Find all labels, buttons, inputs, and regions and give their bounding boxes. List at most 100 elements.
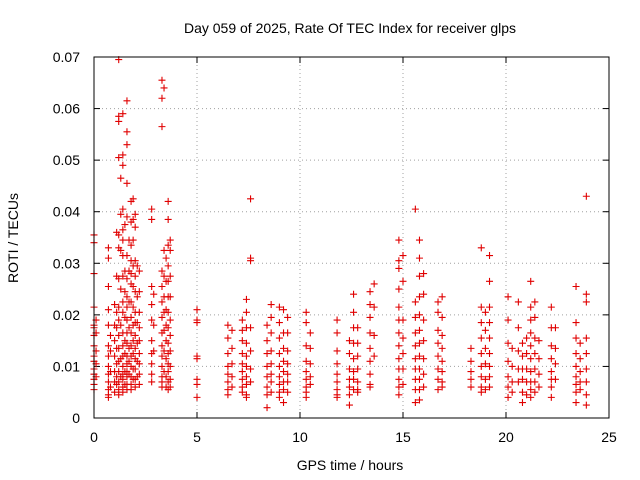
data-point (523, 365, 531, 373)
data-point (115, 344, 123, 352)
data-point (104, 352, 112, 360)
data-point (238, 360, 246, 368)
data-point (333, 329, 341, 337)
data-point (514, 324, 522, 332)
data-point (123, 275, 131, 283)
data-point (411, 399, 419, 407)
x-tick-label: 5 (193, 429, 201, 445)
data-point (467, 344, 475, 352)
data-point (345, 391, 353, 399)
data-point (166, 347, 174, 355)
data-point (481, 344, 489, 352)
data-point (576, 378, 584, 386)
data-point (267, 347, 275, 355)
data-point (115, 368, 123, 376)
data-point (345, 365, 353, 373)
data-point (504, 373, 512, 381)
data-point (572, 388, 580, 396)
data-point (477, 373, 485, 381)
data-point (125, 357, 133, 365)
data-point (131, 272, 139, 280)
data-point (162, 355, 170, 363)
data-point (127, 298, 135, 306)
data-point (366, 370, 374, 378)
data-point (434, 326, 442, 334)
data-point (350, 290, 358, 298)
data-point (486, 252, 494, 260)
data-point (148, 370, 156, 378)
data-point (420, 337, 428, 345)
data-point (572, 373, 580, 381)
data-point (275, 362, 283, 370)
data-point (164, 308, 172, 316)
data-point (527, 277, 535, 285)
x-tick-label: 20 (498, 429, 514, 445)
data-point (350, 368, 358, 376)
data-point (420, 355, 428, 363)
data-point (242, 373, 250, 381)
data-point (582, 192, 590, 200)
data-point (238, 326, 246, 334)
y-tick-label: 0.03 (53, 255, 80, 271)
data-point (104, 282, 112, 290)
data-point (306, 329, 314, 337)
data-point (434, 386, 442, 394)
data-point (115, 378, 123, 386)
data-point (504, 293, 512, 301)
data-point (415, 272, 423, 280)
data-point (551, 375, 559, 383)
data-point (420, 370, 428, 378)
data-point (238, 316, 246, 324)
data-point (162, 254, 170, 262)
data-point (354, 324, 362, 332)
data-point (284, 347, 292, 355)
data-point (224, 370, 232, 378)
data-point (224, 362, 232, 370)
data-point (302, 342, 310, 350)
data-point (119, 205, 127, 213)
data-point (481, 360, 489, 368)
data-point (275, 350, 283, 358)
data-point (438, 357, 446, 365)
data-point (477, 244, 485, 252)
data-point (164, 368, 172, 376)
data-point (280, 399, 288, 407)
y-tick-label: 0.01 (53, 358, 80, 374)
data-point (514, 347, 522, 355)
data-point (366, 313, 374, 321)
data-point (117, 321, 125, 329)
data-point (148, 282, 156, 290)
data-point (224, 334, 232, 342)
data-point (582, 401, 590, 409)
data-point (135, 288, 143, 296)
data-point (523, 334, 531, 342)
data-point (150, 321, 158, 329)
chart-title: Day 059 of 2025, Rate Of TEC Index for r… (184, 20, 516, 36)
data-point (164, 262, 172, 270)
data-point (395, 329, 403, 337)
data-point (164, 215, 172, 223)
data-point (263, 362, 271, 370)
data-point (121, 288, 129, 296)
data-point (576, 339, 584, 347)
data-point (123, 303, 131, 311)
data-point (267, 313, 275, 321)
data-point (158, 362, 166, 370)
data-point (547, 383, 555, 391)
data-point (164, 241, 172, 249)
plot-frame (93, 56, 610, 419)
data-point (135, 350, 143, 358)
data-point (531, 365, 539, 373)
data-point (119, 342, 127, 350)
data-point (434, 365, 442, 373)
data-point (434, 339, 442, 347)
data-point (123, 179, 131, 187)
x-tick-label: 15 (395, 429, 411, 445)
data-point (275, 319, 283, 327)
data-point (531, 350, 539, 358)
data-point (129, 350, 137, 358)
data-point (160, 246, 168, 254)
data-point (238, 388, 246, 396)
data-point (247, 365, 255, 373)
data-point (370, 303, 378, 311)
